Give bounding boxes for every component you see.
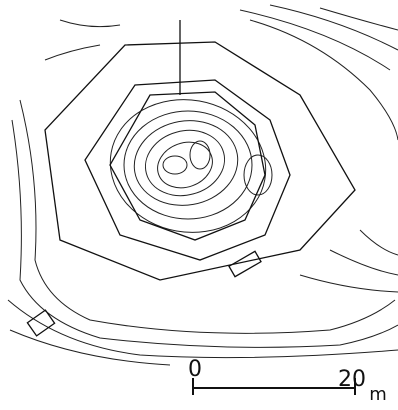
scale-start: 0 — [188, 357, 202, 382]
survey-plan: 0 20 m — [0, 0, 398, 410]
scale-end: 20 — [338, 367, 366, 392]
contours — [8, 5, 398, 365]
scale-unit: m — [369, 384, 387, 405]
scale-bar: 0 20 m — [188, 357, 387, 405]
octagon-outlines — [27, 20, 355, 336]
